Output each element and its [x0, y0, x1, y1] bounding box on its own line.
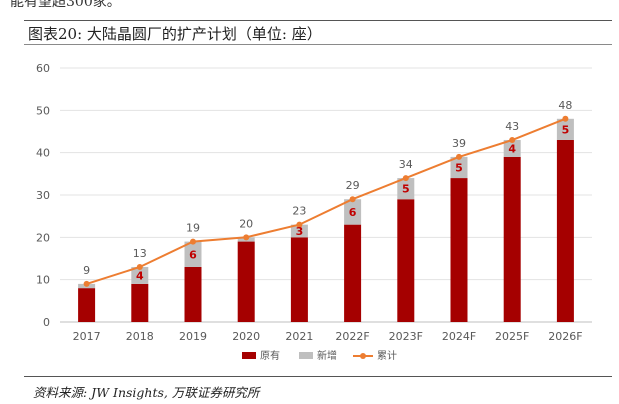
cumulative-line-layer — [83, 115, 569, 287]
gridlines — [60, 67, 592, 323]
x-tick-label: 2026F — [548, 330, 582, 343]
total-label: 9 — [83, 264, 90, 277]
legend: 原有 新增 累计 — [242, 349, 397, 362]
new-capacity-label: 6 — [349, 206, 357, 219]
source-note: 资料来源: JW Insights, 万联证券研究所 — [33, 385, 260, 400]
cumulative-point-2018 — [136, 263, 143, 270]
new-capacity-label: 5 — [562, 123, 570, 136]
bar-original-2026F — [556, 139, 574, 322]
legend-swatch-original — [242, 352, 256, 359]
legend-label-new: 新增 — [317, 349, 337, 362]
y-tick-label: 0 — [43, 316, 50, 329]
total-label: 13 — [133, 247, 147, 260]
bar-new-2024F — [450, 156, 468, 179]
bar-original-2024F — [450, 178, 468, 322]
new-capacity-label: 6 — [189, 248, 197, 261]
legend-marker-cumulative — [360, 353, 366, 359]
new-capacity-label: 3 — [296, 225, 304, 238]
x-tick-label: 2018 — [126, 330, 154, 343]
cumulative-point-2019 — [190, 238, 196, 245]
new-capacity-label: 5 — [402, 183, 410, 196]
total-label: 43 — [505, 120, 519, 133]
bar-original-2019 — [184, 266, 202, 322]
data-labels: 9 13 19 20 23 29 34 39 43 48 4 6 3 6 5 5 4 5 — [83, 99, 572, 283]
bar-new-2018 — [131, 266, 149, 284]
x-tick-label: 2017 — [73, 330, 101, 343]
legend-label-cumulative: 累计 — [377, 349, 397, 362]
y-tick-label: 50 — [36, 104, 50, 117]
total-label: 48 — [558, 99, 572, 112]
x-tick-label: 2019 — [179, 330, 207, 343]
bar-original-2025F — [503, 156, 521, 322]
y-axis-ticks: 0 10 20 30 40 50 60 — [36, 62, 50, 329]
cumulative-point-2026F — [562, 115, 569, 122]
bar-new-2025F — [503, 139, 521, 157]
bar-original-2018 — [131, 283, 149, 322]
x-tick-label: 2020 — [232, 330, 260, 343]
cumulative-point-2022F — [349, 196, 356, 203]
bar-original-2021 — [290, 237, 308, 322]
y-tick-label: 20 — [36, 231, 50, 244]
y-tick-label: 30 — [36, 189, 50, 202]
total-label: 23 — [292, 205, 306, 218]
bar-original-2023F — [397, 199, 415, 322]
title-bottom-rule — [24, 44, 612, 45]
legend-label-original: 原有 — [260, 349, 280, 362]
bar-original-2017 — [78, 288, 96, 322]
cumulative-point-2023F — [402, 175, 409, 182]
cumulative-point-2020 — [243, 234, 250, 241]
new-capacity-label: 4 — [136, 269, 144, 282]
y-tick-label: 40 — [36, 147, 50, 160]
y-tick-label: 10 — [36, 274, 50, 287]
x-tick-label: 2021 — [285, 330, 313, 343]
x-axis-ticks: 2017 2018 2019 2020 2021 2022F 2023F 2024F 2025F… — [73, 330, 583, 343]
cumulative-point-2017 — [83, 280, 90, 287]
legend-swatch-new — [299, 352, 313, 359]
new-capacity-label: 5 — [455, 161, 463, 174]
total-label: 20 — [239, 217, 253, 230]
bar-new-2023F — [397, 178, 415, 200]
bar-original-2022F — [344, 224, 362, 322]
x-tick-label: 2022F — [335, 330, 369, 343]
cumulative-point-2024F — [456, 153, 462, 160]
figure-title: 图表20: 大陆晶圆厂的扩产计划（单位: 座） — [28, 25, 322, 43]
bar-new-2021 — [290, 224, 308, 238]
new-capacity-label: 4 — [508, 142, 516, 155]
bars — [78, 118, 574, 322]
y-tick-label: 60 — [36, 62, 50, 75]
total-label: 39 — [452, 137, 466, 150]
previous-page-text: 能有望超300家。 — [10, 0, 121, 10]
footer-rule — [24, 376, 612, 377]
total-label: 29 — [346, 179, 360, 192]
x-tick-label: 2024F — [442, 330, 476, 343]
bar-new-2022F — [344, 199, 362, 225]
bar-new-2026F — [556, 118, 574, 140]
title-top-rule — [24, 20, 612, 21]
total-label: 34 — [399, 158, 413, 171]
bar-original-2020 — [237, 241, 255, 322]
x-tick-label: 2023F — [389, 330, 423, 343]
x-tick-label: 2025F — [495, 330, 529, 343]
cumulative-point-2021 — [296, 221, 303, 228]
total-label: 19 — [186, 222, 200, 235]
cumulative-point-2025F — [509, 136, 516, 143]
cumulative-line — [86, 117, 566, 285]
bar-new-2019 — [184, 241, 202, 267]
